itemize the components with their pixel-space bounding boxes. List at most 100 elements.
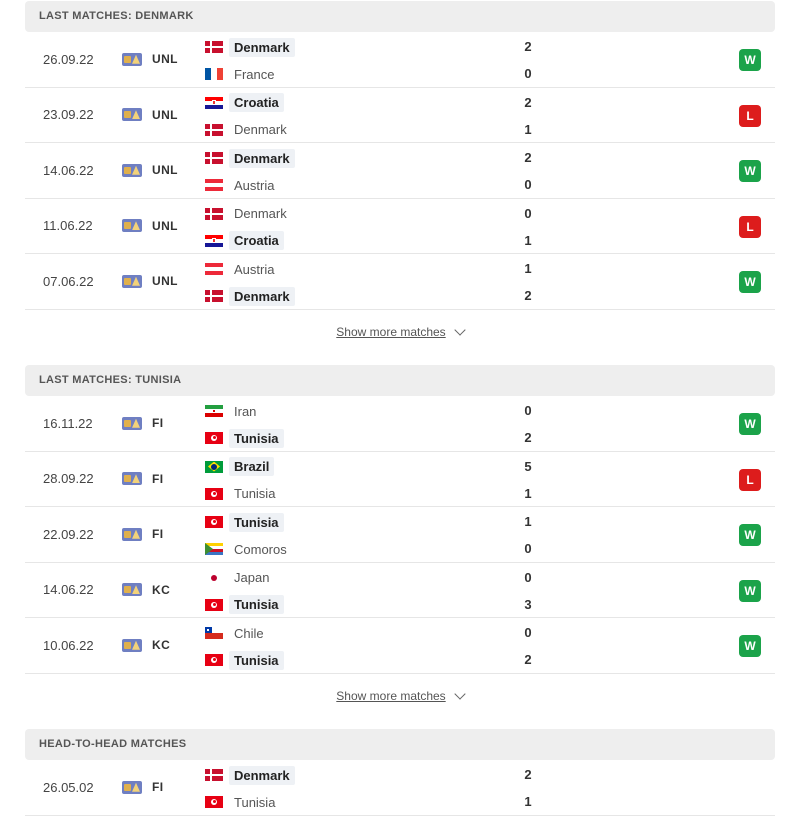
away-score: 2 [524,652,532,667]
match-list: 16.11.22 FI Iran 0 Tunisia 2 W 28.09.22 FI Brazil… [25,396,775,674]
home-score: 0 [524,403,532,418]
competition-logo-icon [122,416,142,430]
away-team: Denmark [205,120,292,140]
competition-logo-icon [122,274,142,288]
away-team-name: Comoros [234,541,287,557]
flag-tun-icon [205,796,223,808]
match-date: 10.06.22 [43,637,94,653]
home-team-name: Denmark [229,148,295,168]
match-date: 26.05.02 [43,779,94,795]
show-more-matches-link[interactable]: Show more matches [336,323,466,339]
away-team-name: Tunisia [229,428,284,448]
home-team: Denmark [205,204,292,224]
result-badge: W [739,635,761,657]
flag-tun-icon [205,598,223,611]
result-badge: W [739,524,761,546]
away-team: Tunisia [205,595,284,615]
flag-fra-icon [205,68,223,80]
competition-name: UNL [152,274,178,289]
result-badge: W [739,49,761,71]
home-score: 2 [524,94,532,110]
away-team: Tunisia [205,792,280,812]
match-date: 22.09.22 [43,526,94,542]
result-badge: L [739,215,761,238]
away-team: Denmark [205,286,295,306]
match-list: 26.09.22 UNL Denmark 2 France 0 W 23.09.22 UNL Cr… [25,32,775,310]
match-date: 11.06.22 [43,218,93,234]
match-row[interactable]: 07.06.22 UNL Austria 1 Denmark 2 W [25,254,775,310]
home-score: 2 [524,767,532,782]
match-row[interactable]: 10.06.22 KC Chile 0 Tunisia 2 W [25,618,775,674]
match-row[interactable]: 22.09.22 FI Tunisia 1 Comoros 0 W [25,507,775,563]
away-team: Tunisia [205,484,280,504]
competition-logo-icon [122,472,142,486]
flag-den-icon [205,290,223,302]
match-row[interactable]: 26.05.02 FI Denmark 2 Tunisia 1 [25,760,775,816]
flag-den-icon [205,152,223,164]
away-team-name: Austria [234,177,275,193]
home-score: 0 [524,625,532,640]
competition-logo-icon [122,52,142,66]
result-badge: W [739,413,761,435]
chevron-down-icon [454,323,466,336]
show-more-label: Show more matches [336,325,446,339]
flag-tun-icon [205,516,223,528]
flag-den-icon [205,123,223,136]
competition: UNL [122,254,178,309]
away-score: 0 [524,541,532,556]
home-score: 5 [524,458,532,474]
flag-den-icon [205,207,223,220]
home-team: Croatia [205,93,284,113]
flag-bra-icon [205,460,223,473]
home-team-name: Iran [234,403,257,419]
away-team: Tunisia [205,650,284,670]
match-list: 26.05.02 FI Denmark 2 Tunisia 1 [25,760,775,816]
competition-name: KC [152,582,171,597]
result-badge: L [739,468,761,491]
match-date: 16.11.22 [43,415,93,431]
away-score: 2 [524,288,532,303]
chevron-down-icon [454,687,466,700]
competition-name: FI [152,416,164,431]
competition-logo-icon [122,638,142,652]
competition: FI [122,760,163,815]
match-row[interactable]: 28.09.22 FI Brazil 5 Tunisia 1 L [25,452,775,507]
competition: FI [122,396,163,451]
competition-name: UNL [152,163,178,178]
competition-name: FI [152,780,164,795]
match-date: 14.06.22 [43,582,94,598]
flag-jpn-icon [205,571,223,584]
home-team-name: Japan [234,570,270,585]
match-row[interactable]: 11.06.22 UNL Denmark 0 Croatia 1 L [25,199,775,254]
competition-logo-icon [122,583,142,597]
match-row[interactable]: 23.09.22 UNL Croatia 2 Denmark 1 L [25,88,775,143]
competition-name: KC [152,638,171,653]
away-team-name: Tunisia [229,650,284,670]
section-last-matches-tunisia: LAST MATCHES: TUNISIA 16.11.22 FI Iran 0 Tun… [25,365,775,719]
section-title: LAST MATCHES: DENMARK [25,1,775,32]
competition-name: FI [152,471,164,486]
away-score: 0 [524,177,532,192]
match-row[interactable]: 26.09.22 UNL Denmark 2 France 0 W [25,32,775,88]
home-team: Denmark [205,148,295,168]
match-row[interactable]: 14.06.22 UNL Denmark 2 Austria 0 W [25,143,775,199]
flag-cro-icon [205,234,223,247]
flag-den-icon [205,41,223,53]
home-team: Chile [205,623,269,643]
match-row[interactable]: 14.06.22 KC Japan 0 Tunisia 3 W [25,563,775,618]
competition: FI [122,507,163,562]
home-team-name: Brazil [229,457,275,476]
away-team-name: Croatia [229,231,284,250]
match-date: 07.06.22 [43,273,94,289]
competition: UNL [122,143,178,198]
match-date: 14.06.22 [43,162,94,178]
match-row[interactable]: 16.11.22 FI Iran 0 Tunisia 2 W [25,396,775,452]
competition-logo-icon [122,163,142,177]
away-team-name: Denmark [234,122,287,137]
home-team: Denmark [205,765,295,785]
home-team: Brazil [205,457,275,477]
show-more-matches-link[interactable]: Show more matches [336,687,466,703]
away-score: 3 [524,596,532,612]
away-team: Tunisia [205,428,284,448]
home-team: Tunisia [205,512,284,532]
